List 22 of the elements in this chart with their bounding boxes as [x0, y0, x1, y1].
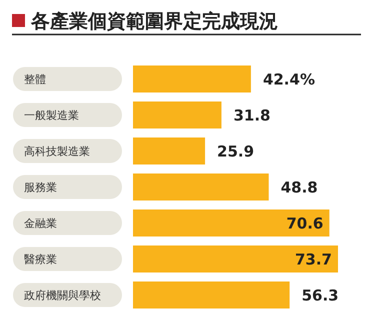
data-label: 42.4% — [262, 70, 315, 88]
bar — [133, 282, 290, 308]
bar — [133, 210, 330, 236]
data-label: 25.9 — [217, 142, 254, 160]
y-tick-label: 金融業 — [24, 216, 57, 230]
data-label: 48.8 — [280, 178, 318, 196]
data-label: 31.8 — [233, 106, 270, 124]
bar — [133, 66, 251, 92]
y-tick-label: 醫療業 — [24, 252, 57, 266]
bar — [133, 102, 222, 128]
data-label: 73.7 — [294, 250, 332, 268]
y-tick-label: 一般製造業 — [24, 108, 79, 122]
bar — [133, 246, 338, 272]
data-label: 56.3 — [302, 286, 339, 304]
y-tick-label: 高科技製造業 — [24, 144, 90, 158]
bar — [133, 174, 269, 200]
y-tick-label: 服務業 — [24, 180, 57, 194]
data-label: 70.6 — [286, 214, 324, 232]
y-tick-label: 政府機關與學校 — [24, 288, 101, 302]
bar — [133, 138, 206, 164]
y-tick-label: 整體 — [24, 72, 46, 86]
chart-title: 各產業個資範圍界定完成現況 — [30, 10, 278, 33]
